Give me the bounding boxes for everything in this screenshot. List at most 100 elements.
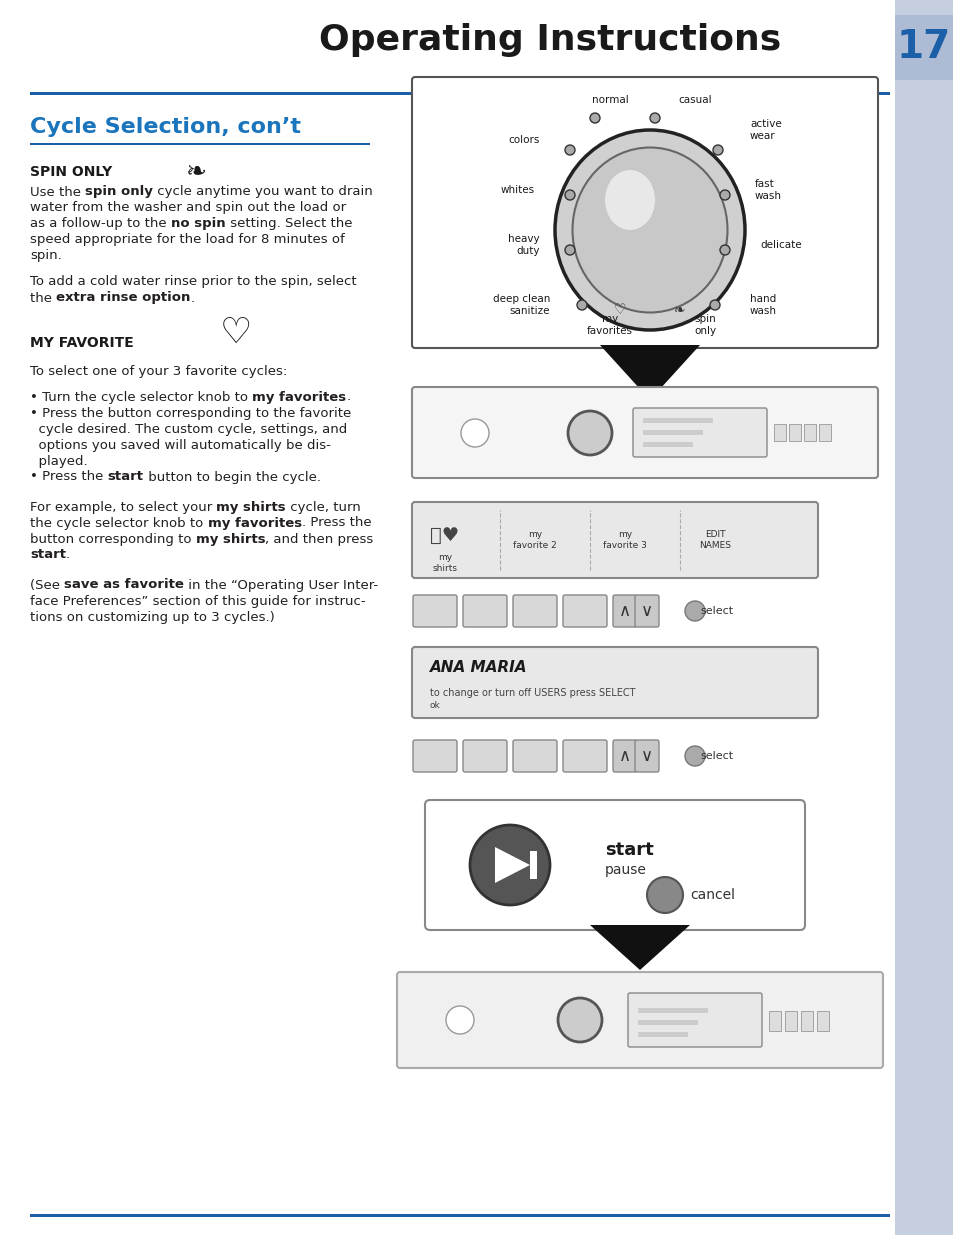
- Text: To select one of your 3 favorite cycles:: To select one of your 3 favorite cycles:: [30, 364, 287, 378]
- FancyBboxPatch shape: [894, 0, 953, 1235]
- Text: ∧: ∧: [618, 601, 630, 620]
- Ellipse shape: [577, 152, 713, 299]
- Circle shape: [460, 419, 489, 447]
- Text: my shirts: my shirts: [216, 500, 286, 514]
- Text: • Turn the cycle selector knob to: • Turn the cycle selector knob to: [30, 390, 252, 404]
- Text: tions on customizing up to 3 cycles.): tions on customizing up to 3 cycles.): [30, 610, 274, 624]
- Text: ∨: ∨: [640, 747, 653, 764]
- Text: no spin: no spin: [171, 217, 225, 231]
- Text: fast
wash: fast wash: [754, 179, 781, 201]
- Circle shape: [712, 144, 722, 156]
- Ellipse shape: [575, 151, 718, 304]
- FancyBboxPatch shape: [562, 595, 606, 627]
- Text: , and then press: , and then press: [265, 532, 374, 546]
- FancyBboxPatch shape: [638, 1008, 707, 1013]
- Ellipse shape: [572, 147, 727, 312]
- FancyBboxPatch shape: [803, 424, 815, 441]
- Text: ∧: ∧: [618, 747, 630, 764]
- Text: spin
only: spin only: [693, 314, 716, 336]
- Text: the cycle selector knob to: the cycle selector knob to: [30, 516, 208, 530]
- Circle shape: [709, 300, 720, 310]
- Text: whites: whites: [500, 185, 535, 195]
- Text: cycle, turn: cycle, turn: [286, 500, 360, 514]
- FancyBboxPatch shape: [642, 430, 702, 435]
- Ellipse shape: [604, 170, 655, 230]
- Text: start: start: [604, 841, 653, 860]
- FancyBboxPatch shape: [635, 740, 659, 772]
- FancyBboxPatch shape: [633, 408, 766, 457]
- Ellipse shape: [575, 149, 720, 305]
- FancyBboxPatch shape: [30, 91, 889, 95]
- Ellipse shape: [574, 149, 722, 308]
- Text: water from the washer and spin out the load or: water from the washer and spin out the l…: [30, 201, 346, 215]
- Text: SPIN ONLY: SPIN ONLY: [30, 165, 112, 179]
- Text: cycle anytime you want to drain: cycle anytime you want to drain: [153, 185, 373, 199]
- Text: active
wear: active wear: [749, 120, 781, 141]
- FancyBboxPatch shape: [801, 1011, 812, 1031]
- Text: my
favorite 3: my favorite 3: [602, 530, 646, 550]
- FancyBboxPatch shape: [638, 1032, 687, 1037]
- Text: setting. Select the: setting. Select the: [225, 217, 352, 231]
- Text: ❧: ❧: [674, 303, 685, 317]
- Circle shape: [564, 190, 575, 200]
- Text: • Press the: • Press the: [30, 471, 108, 483]
- Text: options you saved will automatically be dis-: options you saved will automatically be …: [30, 438, 331, 452]
- Circle shape: [564, 144, 575, 156]
- Ellipse shape: [555, 130, 744, 330]
- Ellipse shape: [578, 153, 710, 296]
- Text: .: .: [191, 291, 194, 305]
- FancyBboxPatch shape: [773, 424, 785, 441]
- Text: ❧: ❧: [185, 161, 206, 184]
- Circle shape: [564, 245, 575, 254]
- Text: to change or turn off USERS press SELECT: to change or turn off USERS press SELECT: [430, 688, 635, 698]
- FancyBboxPatch shape: [30, 1214, 889, 1216]
- Circle shape: [577, 300, 586, 310]
- Circle shape: [646, 877, 682, 913]
- Polygon shape: [599, 345, 700, 400]
- Text: hand
wash: hand wash: [749, 294, 776, 316]
- Text: . Press the: . Press the: [301, 516, 371, 530]
- Circle shape: [589, 112, 599, 124]
- Text: normal: normal: [591, 95, 628, 105]
- Text: ♡: ♡: [220, 316, 253, 350]
- Text: • Press the button corresponding to the favorite: • Press the button corresponding to the …: [30, 406, 351, 420]
- Text: MY FAVORITE: MY FAVORITE: [30, 336, 133, 350]
- FancyBboxPatch shape: [562, 740, 606, 772]
- FancyBboxPatch shape: [412, 387, 877, 478]
- Text: ∨: ∨: [640, 601, 653, 620]
- Text: speed appropriate for the load for 8 minutes of: speed appropriate for the load for 8 min…: [30, 233, 344, 247]
- FancyBboxPatch shape: [30, 142, 370, 144]
- Text: ANA MARIA: ANA MARIA: [430, 661, 527, 676]
- Text: my
favorites: my favorites: [586, 314, 633, 336]
- Text: 17: 17: [896, 28, 950, 65]
- FancyBboxPatch shape: [768, 1011, 781, 1031]
- FancyBboxPatch shape: [784, 1011, 796, 1031]
- FancyBboxPatch shape: [424, 800, 804, 930]
- Text: Operating Instructions: Operating Instructions: [318, 23, 781, 57]
- FancyBboxPatch shape: [613, 595, 637, 627]
- Ellipse shape: [577, 152, 712, 298]
- Text: select: select: [700, 751, 732, 761]
- Text: cancel: cancel: [689, 888, 734, 902]
- Text: spin.: spin.: [30, 249, 62, 263]
- Ellipse shape: [573, 148, 725, 311]
- Text: played.: played.: [30, 454, 88, 468]
- FancyBboxPatch shape: [412, 501, 817, 578]
- FancyBboxPatch shape: [627, 993, 761, 1047]
- Text: the: the: [30, 291, 56, 305]
- FancyBboxPatch shape: [816, 1011, 828, 1031]
- FancyBboxPatch shape: [396, 972, 882, 1068]
- Text: Use the: Use the: [30, 185, 85, 199]
- Circle shape: [720, 245, 729, 254]
- Ellipse shape: [578, 154, 706, 291]
- FancyBboxPatch shape: [413, 595, 456, 627]
- Text: delicate: delicate: [760, 240, 801, 249]
- Ellipse shape: [579, 156, 704, 290]
- Text: cycle desired. The custom cycle, settings, and: cycle desired. The custom cycle, setting…: [30, 422, 347, 436]
- Text: (See: (See: [30, 578, 64, 592]
- FancyBboxPatch shape: [412, 77, 877, 348]
- Text: save as favorite: save as favorite: [64, 578, 184, 592]
- FancyBboxPatch shape: [462, 740, 506, 772]
- Text: ♡: ♡: [613, 303, 625, 317]
- Circle shape: [446, 1007, 474, 1034]
